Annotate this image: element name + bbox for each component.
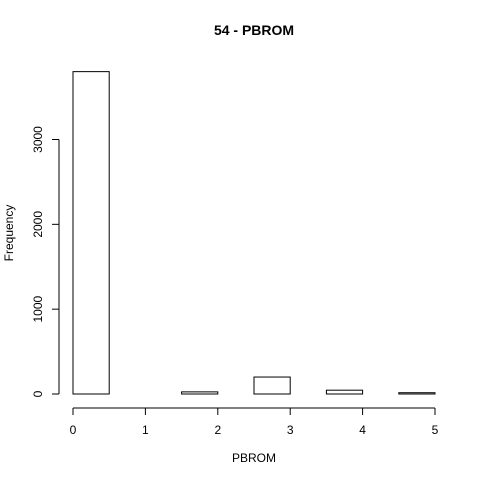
- y-tick-label-0: 0: [31, 390, 45, 397]
- x-axis-label: PBROM: [232, 451, 276, 465]
- histogram-bar-9: [398, 392, 436, 395]
- y-tick-label-1: 1000: [31, 295, 45, 322]
- x-tick-label-1: 1: [142, 423, 149, 437]
- y-axis-label: Frequency: [2, 205, 16, 262]
- histogram-bar-7: [325, 389, 364, 395]
- x-tick-label-2: 2: [214, 423, 221, 437]
- x-tick-label-0: 0: [70, 423, 77, 437]
- histogram-bar-3: [181, 391, 219, 395]
- chart-title: 54 - PBROM: [214, 22, 294, 38]
- y-tick-label-2: 2000: [31, 211, 45, 238]
- x-tick-label-3: 3: [287, 423, 294, 437]
- y-axis: 0 1000 2000 3000: [31, 126, 60, 397]
- x-axis: 0 1 2 3 4 5: [70, 407, 439, 437]
- bars-group: [72, 71, 436, 395]
- x-tick-label-5: 5: [432, 423, 439, 437]
- histogram-bar-0: [72, 71, 110, 395]
- x-tick-label-4: 4: [359, 423, 366, 437]
- y-tick-label-3: 3000: [31, 126, 45, 153]
- histogram-bar-5: [253, 376, 291, 395]
